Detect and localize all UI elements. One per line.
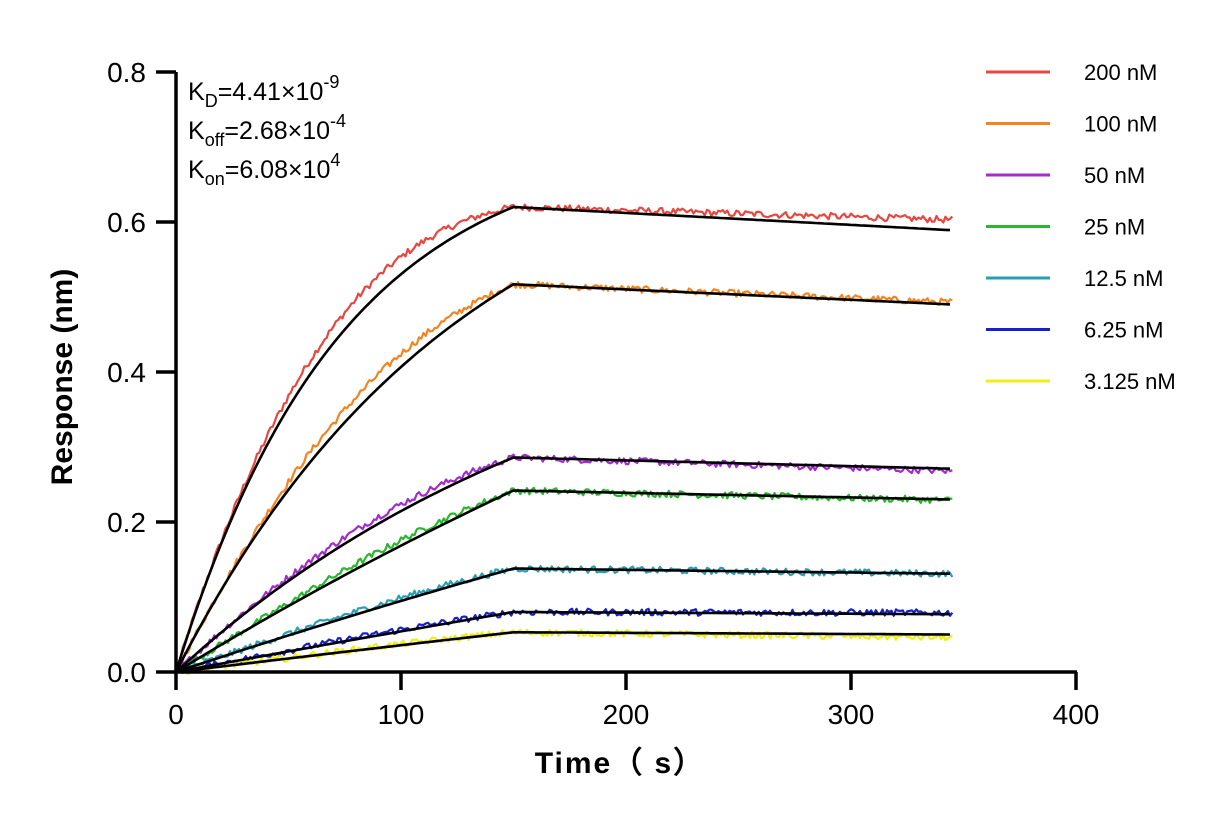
- fit-curve: [175, 489, 951, 674]
- x-tick-label: 400: [1053, 699, 1100, 730]
- legend: 200 nM 100 nM 50 nM 25 nM 12.5 nM 6.25 nM 3.12…: [986, 60, 1176, 394]
- x-axis-title: Time（ s）: [535, 746, 706, 780]
- y-tick-label: 0.0: [107, 657, 146, 688]
- y-tick-label: 0.8: [107, 57, 146, 88]
- legend-label: 6.25 nM: [1084, 318, 1164, 343]
- fit-curve: [175, 610, 950, 674]
- kinetic-constant: Koff=2.68×10-4: [188, 111, 346, 150]
- legend-label: 100 nM: [1084, 112, 1157, 137]
- fit-curve: [175, 456, 951, 673]
- measured-curve: [175, 486, 953, 673]
- fit-curve: [175, 567, 950, 674]
- x-tick-label: 300: [828, 699, 875, 730]
- y-tick-label: 0.2: [107, 507, 146, 538]
- x-tick-label: 200: [603, 699, 650, 730]
- plot-area: [174, 203, 954, 675]
- fit-curve: [174, 205, 951, 673]
- fit-curve: [174, 283, 951, 673]
- measured-curve: [175, 453, 953, 673]
- fit-curve: [175, 631, 950, 674]
- x-tick-label: 100: [378, 699, 425, 730]
- kinetic-constant: Kon=6.08×104: [188, 150, 340, 189]
- y-tick-label: 0.6: [107, 207, 146, 238]
- legend-label: 25 nM: [1084, 215, 1145, 240]
- legend-label: 3.125 nM: [1084, 369, 1176, 394]
- y-tick-label: 0.4: [107, 357, 146, 388]
- legend-label: 12.5 nM: [1084, 266, 1164, 291]
- legend-label: 200 nM: [1084, 60, 1157, 85]
- measured-curve: [175, 607, 954, 675]
- y-axis-title: Response (nm): [46, 269, 79, 486]
- axis-ticks: 0 100 200 300 400 0.0 0.2 0.4 0.6 0.8: [107, 57, 1099, 730]
- legend-label: 50 nM: [1084, 163, 1145, 188]
- kinetic-constant: KD=4.41×10-9: [188, 72, 339, 111]
- x-tick-label: 0: [168, 699, 184, 730]
